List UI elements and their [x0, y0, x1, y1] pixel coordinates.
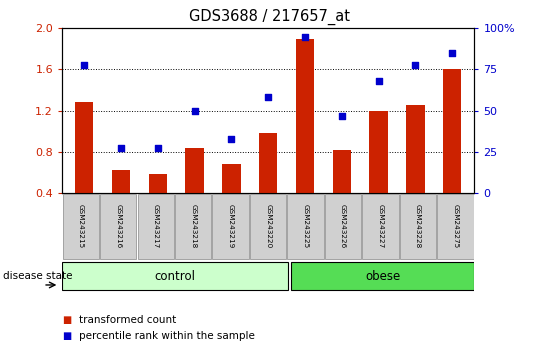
Bar [443, 69, 461, 193]
Bar [175, 194, 211, 259]
Point [154, 145, 162, 151]
Bar [406, 105, 425, 193]
Text: ■: ■ [62, 331, 71, 341]
Bar [287, 194, 324, 259]
Bar [400, 194, 436, 259]
Text: GSM243228: GSM243228 [415, 205, 421, 249]
Point [448, 50, 457, 56]
Text: GSM243216: GSM243216 [115, 205, 121, 249]
Bar [62, 262, 288, 290]
Point [301, 34, 309, 39]
Text: ■: ■ [62, 315, 71, 325]
Point [374, 78, 383, 84]
Bar [185, 148, 204, 193]
Text: percentile rank within the sample: percentile rank within the sample [79, 331, 255, 341]
Text: GSM243218: GSM243218 [190, 205, 196, 249]
Text: GSM243226: GSM243226 [340, 205, 346, 249]
Bar [362, 194, 399, 259]
Point [337, 113, 346, 118]
Bar [149, 175, 167, 193]
Bar [369, 111, 388, 193]
Bar [296, 39, 314, 193]
Text: disease state: disease state [3, 271, 72, 281]
Bar [333, 150, 351, 193]
Point [80, 62, 88, 67]
Text: GSM243225: GSM243225 [302, 205, 309, 249]
Bar [212, 194, 249, 259]
Point [116, 145, 125, 151]
Bar [112, 170, 130, 193]
Bar [250, 194, 286, 259]
Bar [222, 164, 240, 193]
Point [264, 95, 273, 100]
Point [227, 136, 236, 142]
Text: GSM243219: GSM243219 [227, 205, 234, 249]
Text: control: control [155, 270, 196, 282]
Point [411, 62, 420, 67]
Text: GSM243275: GSM243275 [453, 205, 459, 249]
Text: GSM243220: GSM243220 [265, 205, 271, 249]
Text: GSM243215: GSM243215 [78, 205, 84, 249]
Bar [100, 194, 136, 259]
Bar [137, 194, 174, 259]
Text: GSM243217: GSM243217 [153, 205, 158, 249]
Bar [63, 194, 99, 259]
Bar [325, 194, 361, 259]
Point [190, 108, 199, 114]
Bar [437, 194, 474, 259]
Text: GDS3688 / 217657_at: GDS3688 / 217657_at [189, 9, 350, 25]
Bar [259, 133, 278, 193]
Text: GSM243227: GSM243227 [378, 205, 384, 249]
Text: obese: obese [365, 270, 400, 282]
Text: transformed count: transformed count [79, 315, 176, 325]
Bar [75, 102, 93, 193]
Bar [292, 262, 474, 290]
